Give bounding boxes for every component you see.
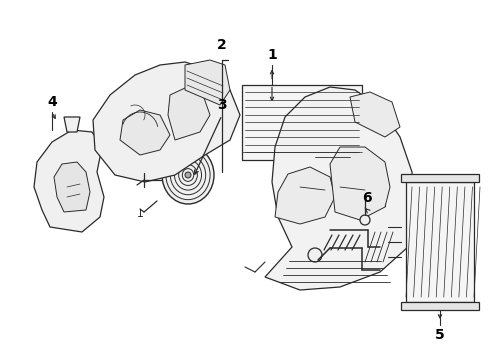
Polygon shape [168, 88, 210, 140]
Text: 4: 4 [47, 95, 57, 109]
Polygon shape [330, 147, 390, 220]
Polygon shape [242, 85, 362, 159]
Polygon shape [265, 87, 415, 290]
Text: 5: 5 [435, 328, 445, 342]
Bar [406, 182, 474, 302]
Text: 1: 1 [267, 48, 277, 62]
Polygon shape [64, 117, 80, 132]
Polygon shape [120, 110, 170, 155]
Ellipse shape [162, 146, 214, 204]
Text: 6: 6 [362, 191, 372, 205]
Ellipse shape [361, 99, 383, 135]
Polygon shape [93, 62, 240, 182]
Polygon shape [54, 162, 90, 212]
Polygon shape [275, 167, 335, 224]
Circle shape [185, 172, 191, 178]
Text: 3: 3 [217, 98, 227, 112]
Polygon shape [185, 60, 230, 105]
Polygon shape [34, 130, 104, 232]
Circle shape [308, 248, 322, 262]
Bar [401, 302, 479, 310]
Bar [401, 174, 479, 182]
Polygon shape [350, 92, 400, 137]
Circle shape [360, 215, 370, 225]
Text: 2: 2 [217, 38, 227, 52]
